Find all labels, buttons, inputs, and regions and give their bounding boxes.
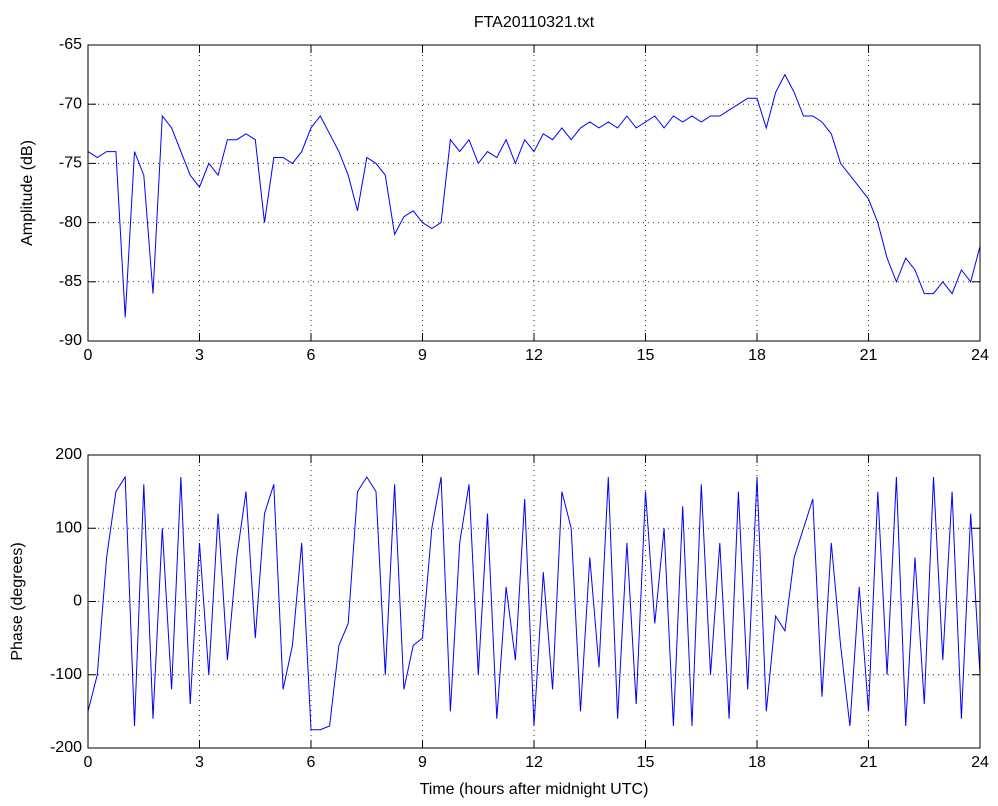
y-tick-label: 200 <box>55 446 82 463</box>
x-tick-label: 3 <box>195 347 204 364</box>
y-axis-label: Amplitude (dB) <box>19 140 36 246</box>
chart-title: FTA20110321.txt <box>474 14 595 31</box>
y-tick-label: -80 <box>59 214 82 231</box>
plot-area <box>88 45 980 341</box>
x-tick-label: 21 <box>860 347 878 364</box>
y-tick-label: -90 <box>59 332 82 349</box>
y-tick-label: -65 <box>59 36 82 53</box>
y-tick-label: -75 <box>59 155 82 172</box>
x-tick-label: 0 <box>84 754 93 771</box>
x-tick-label: 9 <box>418 347 427 364</box>
x-tick-label: 12 <box>525 347 543 364</box>
x-tick-label: 6 <box>307 754 316 771</box>
x-tick-label: 12 <box>525 754 543 771</box>
x-tick-label: 15 <box>637 754 655 771</box>
x-tick-label: 6 <box>307 347 316 364</box>
data-line <box>87 475 981 731</box>
x-tick-label: 24 <box>971 347 989 364</box>
y-tick-label: -200 <box>50 739 82 756</box>
y-tick-label: -70 <box>59 95 82 112</box>
data-line <box>87 73 981 318</box>
y-axis-label: Phase (degrees) <box>9 542 26 660</box>
y-tick-label: -85 <box>59 273 82 290</box>
x-tick-label: 9 <box>418 754 427 771</box>
y-tick-label: 0 <box>73 593 82 610</box>
x-tick-label: 18 <box>748 347 766 364</box>
axes-box <box>87 454 981 749</box>
x-tick-label: 24 <box>971 754 989 771</box>
x-tick-label: 3 <box>195 754 204 771</box>
x-tick-label: 18 <box>748 754 766 771</box>
axes-box <box>87 44 981 342</box>
x-tick-label: 0 <box>84 347 93 364</box>
x-axis-label: Time (hours after midnight UTC) <box>420 781 649 798</box>
x-tick-label: 21 <box>860 754 878 771</box>
y-tick-label: 100 <box>55 519 82 536</box>
x-tick-label: 15 <box>637 347 655 364</box>
y-tick-label: -100 <box>50 666 82 683</box>
